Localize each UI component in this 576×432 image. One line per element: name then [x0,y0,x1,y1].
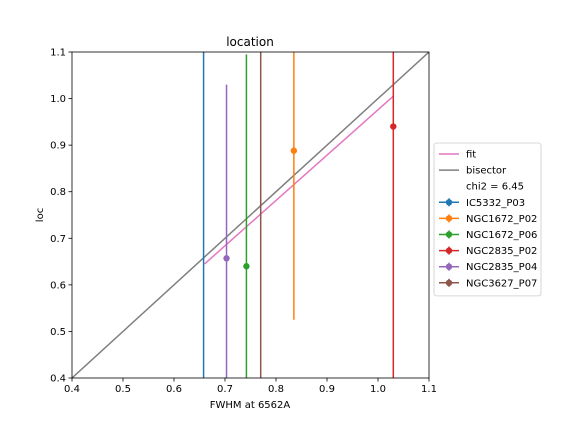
legend-label-NGC2835_P02: NGC2835_P02 [466,246,537,257]
legend-label-NGC1672_P02: NGC1672_P02 [466,214,537,225]
plot-frame [71,51,430,379]
y-tick-label: 0.6 [50,280,66,291]
y-axis-label: loc [35,208,46,222]
y-tick-label: 0.9 [50,141,66,152]
y-tick-label: 0.8 [50,187,66,198]
x-axis-label: FWHM at 6562A [210,400,291,411]
legend-marker-NGC3627_P07 [445,279,453,286]
legend-label-NGC1672_P06: NGC1672_P06 [466,230,537,241]
legend-marker-NGC2835_P02 [445,247,453,254]
fit-line [204,95,394,265]
legend: fit bisector chi2 = 6.45 IC5332_P03 NGC1672_… [433,142,542,297]
x-tick-label: 0.6 [166,384,182,395]
legend-label-NGC3627_P07: NGC3627_P07 [466,278,537,289]
chart-title: location [226,35,274,49]
legend-label-bisector: bisector [466,166,507,177]
x-tick-label: 0.4 [64,384,80,395]
legend-label-NGC2835_P04: NGC2835_P04 [466,262,537,273]
y-tick-label: 1.0 [50,94,66,105]
legend-marker-IC5332_P03 [445,199,453,206]
legend-marker-NGC1672_P06 [445,231,453,238]
x-tick-label: 1.0 [370,384,386,395]
point-NGC2835_P02 [390,123,397,130]
x-tick-label: 0.5 [115,384,131,395]
legend-box [433,142,542,297]
bisector-line [72,52,429,378]
y-tick-label: 0.7 [50,234,66,245]
legend-label-fit: fit [466,150,476,161]
y-axis: 0.4 0.5 0.6 0.7 0.8 0.9 1.0 1.1 [50,48,72,385]
legend-marker-NGC1672_P02 [445,215,453,222]
legend-label-IC5332_P03: IC5332_P03 [466,198,525,209]
point-NGC2835_P04 [223,255,230,262]
x-tick-label: 0.7 [217,384,233,395]
legend-chi2-note: chi2 = 6.45 [466,182,524,193]
x-tick-label: 0.8 [268,384,284,395]
x-tick-label: 1.1 [421,384,437,395]
y-tick-label: 0.4 [50,374,66,385]
x-axis: 0.4 0.5 0.6 0.7 0.8 0.9 1.0 1.1 [64,378,437,395]
point-NGC1672_P06 [243,263,250,270]
point-NGC1672_P02 [290,147,298,154]
x-tick-label: 0.9 [319,384,335,395]
y-tick-label: 1.1 [50,48,66,59]
plot-area [72,52,429,378]
y-tick-label: 0.5 [50,327,66,338]
legend-marker-NGC2835_P04 [445,263,453,270]
